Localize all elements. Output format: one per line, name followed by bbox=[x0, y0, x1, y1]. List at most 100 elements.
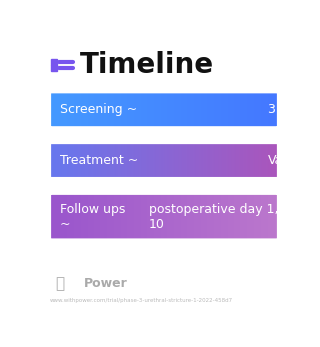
Bar bbox=[228, 143, 229, 178]
Bar bbox=[256, 143, 258, 178]
Bar bbox=[108, 143, 110, 178]
Bar bbox=[83, 194, 84, 239]
Bar bbox=[84, 92, 86, 127]
Bar bbox=[92, 143, 94, 178]
Bar bbox=[197, 143, 199, 178]
Bar bbox=[245, 143, 247, 178]
Bar bbox=[83, 143, 84, 178]
Bar bbox=[219, 143, 220, 178]
Bar bbox=[190, 194, 192, 239]
Bar bbox=[141, 92, 143, 127]
Bar bbox=[198, 92, 200, 127]
Bar bbox=[150, 143, 152, 178]
Bar bbox=[74, 194, 76, 239]
Bar bbox=[75, 194, 77, 239]
Bar bbox=[77, 143, 79, 178]
Bar bbox=[164, 194, 166, 239]
Bar bbox=[275, 143, 276, 178]
Bar bbox=[158, 143, 160, 178]
Bar bbox=[223, 92, 225, 127]
Bar bbox=[138, 92, 140, 127]
Bar bbox=[229, 194, 231, 239]
Bar bbox=[190, 92, 192, 127]
Bar bbox=[197, 92, 199, 127]
Bar bbox=[94, 92, 96, 127]
Bar bbox=[90, 194, 92, 239]
Bar bbox=[70, 194, 72, 239]
Bar bbox=[91, 92, 92, 127]
Bar bbox=[81, 194, 82, 239]
Bar bbox=[266, 92, 267, 127]
Bar bbox=[99, 194, 100, 239]
Bar bbox=[155, 143, 156, 178]
Bar bbox=[266, 194, 267, 239]
Bar bbox=[234, 143, 235, 178]
Bar bbox=[84, 143, 86, 178]
Bar bbox=[58, 143, 60, 178]
Bar bbox=[61, 143, 63, 178]
Bar bbox=[85, 194, 87, 239]
Bar bbox=[185, 194, 186, 239]
Bar bbox=[196, 143, 197, 178]
Bar bbox=[101, 92, 103, 127]
Bar bbox=[238, 143, 240, 178]
Bar bbox=[97, 194, 98, 239]
Bar bbox=[126, 143, 128, 178]
Bar bbox=[209, 143, 210, 178]
Bar bbox=[52, 194, 54, 239]
Bar bbox=[97, 143, 98, 178]
Text: www.withpower.com/trial/phase-3-urethral-stricture-1-2022-458d7: www.withpower.com/trial/phase-3-urethral… bbox=[50, 298, 233, 303]
Bar bbox=[64, 143, 65, 178]
Bar bbox=[113, 92, 114, 127]
Bar bbox=[260, 194, 261, 239]
Bar bbox=[175, 92, 177, 127]
Bar bbox=[167, 92, 169, 127]
Bar bbox=[262, 92, 264, 127]
Bar bbox=[236, 143, 237, 178]
Bar bbox=[93, 92, 95, 127]
Bar bbox=[60, 92, 62, 127]
Bar bbox=[123, 194, 124, 239]
Bar bbox=[139, 92, 140, 127]
Bar bbox=[175, 194, 177, 239]
Bar bbox=[133, 194, 135, 239]
Bar bbox=[267, 143, 268, 178]
Bar bbox=[277, 92, 279, 127]
Bar bbox=[259, 92, 260, 127]
Text: Power: Power bbox=[84, 277, 127, 290]
Bar bbox=[206, 143, 208, 178]
Bar bbox=[219, 194, 220, 239]
Bar bbox=[125, 143, 127, 178]
Bar bbox=[113, 143, 114, 178]
Bar bbox=[151, 143, 153, 178]
Bar bbox=[255, 143, 257, 178]
Bar bbox=[66, 143, 68, 178]
Bar bbox=[121, 194, 122, 239]
Bar bbox=[194, 194, 195, 239]
Bar bbox=[250, 92, 251, 127]
Bar bbox=[60, 143, 62, 178]
Bar bbox=[115, 143, 116, 178]
Bar bbox=[106, 92, 108, 127]
Bar bbox=[149, 194, 151, 239]
Bar bbox=[183, 143, 185, 178]
Bar bbox=[165, 143, 167, 178]
Bar bbox=[64, 92, 65, 127]
Bar bbox=[229, 143, 231, 178]
Bar bbox=[202, 92, 203, 127]
Bar bbox=[268, 143, 269, 178]
Bar bbox=[259, 194, 260, 239]
Bar bbox=[267, 194, 268, 239]
Bar bbox=[51, 194, 53, 239]
Bar bbox=[216, 92, 218, 127]
Bar bbox=[272, 92, 274, 127]
Bar bbox=[198, 194, 200, 239]
Bar bbox=[119, 143, 121, 178]
Bar bbox=[269, 143, 271, 178]
Bar bbox=[232, 194, 234, 239]
Bar bbox=[69, 92, 71, 127]
Bar bbox=[266, 143, 267, 178]
Bar bbox=[68, 143, 70, 178]
Bar bbox=[172, 92, 174, 127]
Bar bbox=[108, 92, 110, 127]
